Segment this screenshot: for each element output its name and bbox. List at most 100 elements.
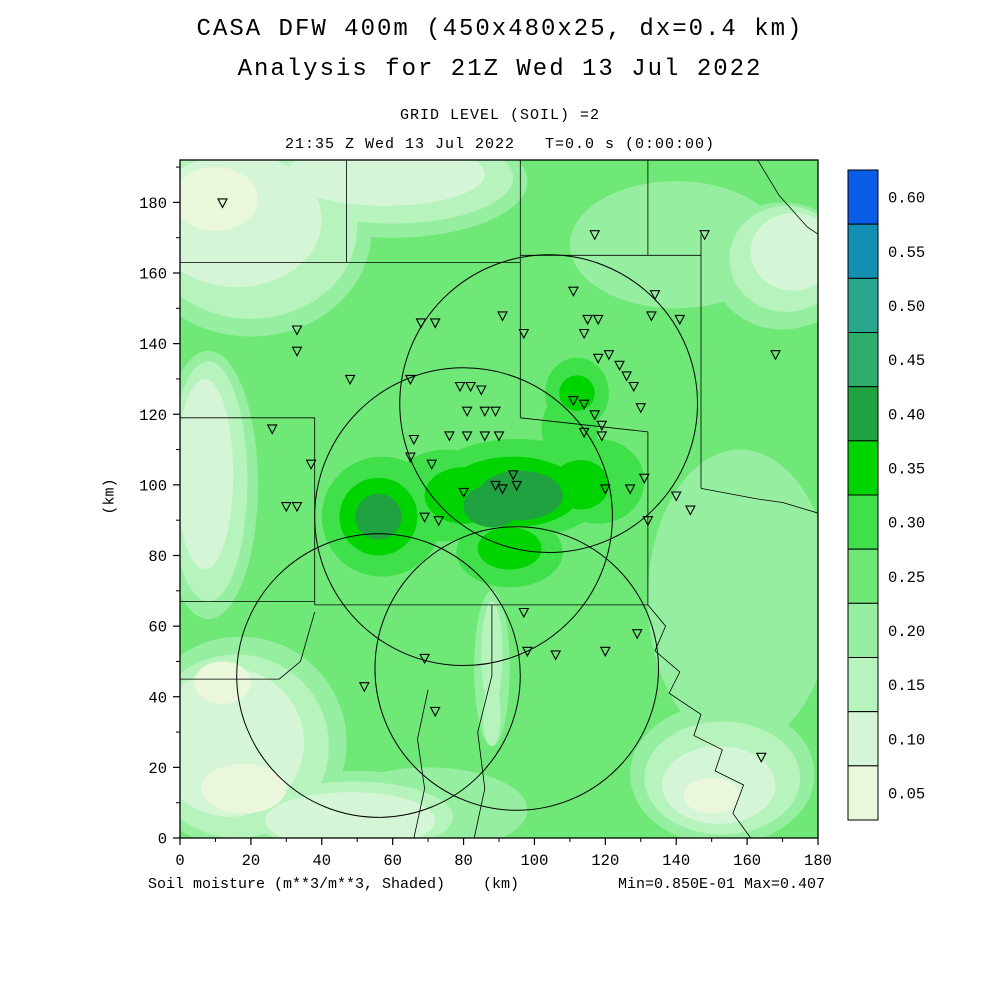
radar-range-circle [374, 526, 659, 811]
x-tick-label: 80 [454, 852, 473, 870]
x-tick-label: 100 [520, 852, 548, 870]
county-boundary-line [180, 611, 316, 680]
y-tick-label: 40 [148, 689, 167, 707]
station-marker [521, 646, 533, 657]
station-marker [582, 314, 594, 326]
station-marker [684, 505, 696, 516]
station-marker [603, 350, 615, 361]
county-boundary-line [413, 689, 429, 838]
shade-region-0.35-0.40 [559, 375, 595, 411]
station-marker [497, 311, 508, 322]
station-marker [592, 314, 604, 326]
shade-region-0.05-0.10 [201, 763, 287, 814]
colorbar-label: 0.60 [888, 190, 925, 208]
colorbar-cell [847, 277, 879, 334]
station-marker [635, 403, 647, 414]
colorbar-label: 0.15 [888, 677, 925, 695]
county-boundary-line [473, 604, 493, 838]
radar-range-circle [399, 254, 698, 554]
station-marker [280, 502, 292, 513]
station-marker [461, 431, 473, 442]
shade-region-0.05-0.10 [194, 661, 251, 704]
county-boundary-line [700, 488, 818, 514]
x-tick-label: 120 [591, 852, 619, 870]
shade-region-0.10-0.15 [286, 160, 485, 206]
shade-region-0.35-0.40 [477, 527, 542, 570]
station-marker [419, 512, 431, 523]
station-marker [291, 502, 303, 513]
station-marker [217, 198, 228, 209]
x-axis-label: (km) [483, 876, 520, 893]
station-marker [592, 353, 604, 364]
station-marker [511, 480, 523, 492]
y-tick-label: 20 [148, 760, 167, 778]
colorbar-cell [847, 386, 879, 442]
shade-region-0.20-0.25 [569, 181, 783, 309]
x-tick-label: 140 [662, 852, 690, 870]
shade-region-0.20-0.25 [647, 449, 818, 747]
colorbar-cell [847, 711, 879, 767]
y-tick-label: 100 [139, 477, 167, 495]
y-tick-label: 0 [158, 831, 167, 849]
station-marker [408, 434, 420, 446]
station-marker [649, 290, 661, 301]
y-tick-label: 140 [139, 336, 167, 354]
station-marker [589, 410, 601, 421]
colorbar-cell [847, 657, 879, 713]
station-marker [344, 374, 356, 386]
y-tick-label: 160 [139, 266, 167, 284]
station-marker [578, 328, 590, 340]
station-marker [497, 484, 508, 495]
station-marker [291, 325, 303, 336]
radar-range-circle [314, 367, 613, 667]
shade-region-0.30-0.35 [541, 393, 599, 464]
station-marker [479, 431, 491, 442]
station-marker [493, 431, 505, 442]
station-marker [599, 646, 611, 657]
valid-time-label: 21:35 Z Wed 13 Jul 2022 T=0.0 s (0:00:00… [284, 136, 716, 153]
station-marker [638, 473, 650, 484]
station-marker [443, 431, 455, 442]
colorbar-label: 0.50 [888, 298, 925, 316]
station-marker [404, 374, 416, 386]
station-marker [479, 406, 491, 417]
colorbar-cell [847, 169, 879, 225]
station-marker [674, 314, 686, 326]
station-marker [465, 381, 477, 393]
map-field [180, 160, 818, 838]
station-marker [596, 431, 608, 442]
main-title: CASA DFW 400m (450x480x25, dx=0.4 km) [196, 16, 804, 43]
station-marker [567, 286, 579, 297]
y-tick-label: 180 [139, 195, 167, 213]
y-tick-label: 60 [148, 619, 167, 637]
station-marker [404, 452, 416, 463]
x-tick-label: 160 [733, 852, 761, 870]
colorbar-label: 0.30 [888, 515, 925, 533]
colorbar-label: 0.45 [888, 352, 925, 370]
station-marker [628, 381, 640, 393]
grid-level-label: GRID LEVEL (SOIL) =2 [399, 107, 601, 124]
colorbar-label: 0.05 [888, 785, 925, 803]
colorbar-label: 0.20 [888, 623, 925, 641]
station-marker [642, 516, 654, 527]
station-marker [621, 371, 633, 382]
shade-region-0.10-0.15 [180, 378, 234, 570]
station-marker [429, 318, 441, 329]
x-tick-label: 60 [383, 852, 402, 870]
station-marker [599, 484, 611, 495]
station-marker [433, 516, 445, 527]
station-marker [699, 230, 711, 241]
y-tick-label: 120 [139, 407, 167, 425]
station-marker [419, 653, 431, 665]
station-marker [645, 311, 657, 322]
shade-region-0.40-0.45 [463, 484, 521, 528]
colorbar-label: 0.35 [888, 460, 925, 478]
station-marker [567, 396, 579, 407]
station-marker [589, 230, 601, 241]
station-marker [670, 491, 682, 502]
station-marker [461, 406, 473, 417]
station-marker [507, 470, 519, 481]
station-marker [518, 607, 530, 619]
x-tick-label: 180 [804, 852, 832, 870]
